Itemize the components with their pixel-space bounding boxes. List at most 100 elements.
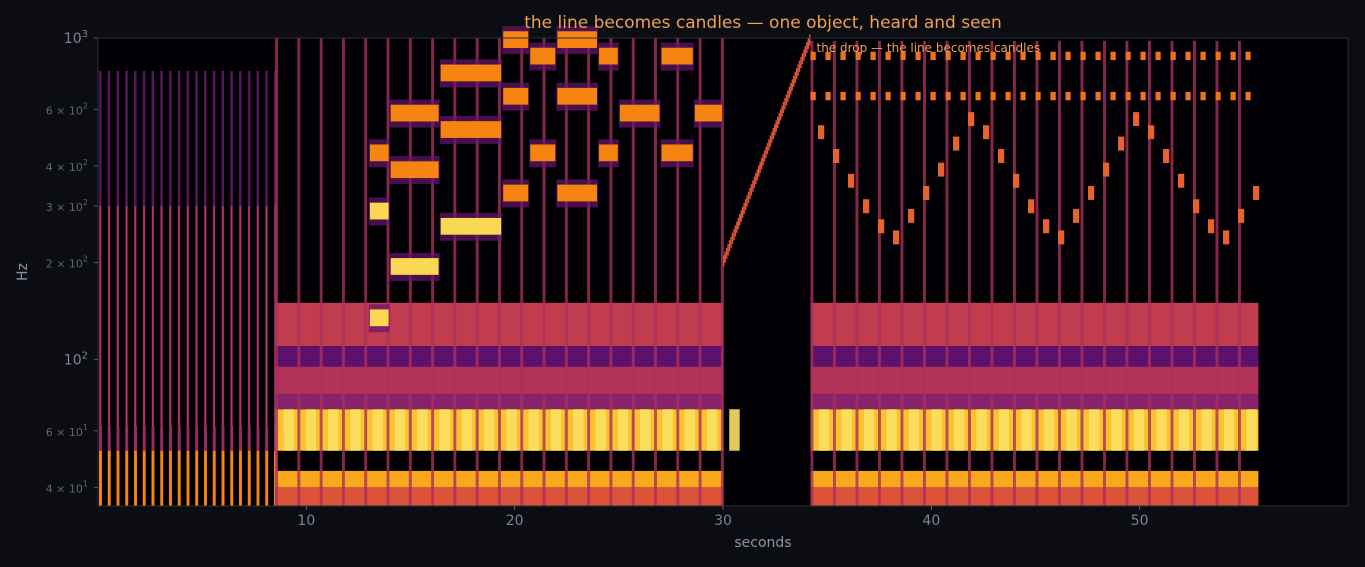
pulse-mid xyxy=(169,426,172,451)
bass-band-low xyxy=(810,487,1259,506)
y-tick-label: 6 × 102 xyxy=(46,101,88,117)
pulse-mid xyxy=(221,426,225,451)
candle-mark xyxy=(1245,51,1251,61)
candle-mark xyxy=(855,51,861,61)
candle-cascade xyxy=(953,136,960,151)
beat-column xyxy=(386,38,390,506)
candle-mark xyxy=(810,51,816,61)
pulse-mid xyxy=(160,426,164,451)
pulse-low xyxy=(151,450,155,506)
pulse-mid xyxy=(151,426,155,451)
melody-note xyxy=(390,161,439,179)
candle-mark xyxy=(1140,51,1146,61)
candle-mark xyxy=(825,51,831,61)
pulse-core xyxy=(256,206,259,506)
candle-cascade xyxy=(878,219,885,234)
candle-mark xyxy=(870,91,876,101)
beat-shade xyxy=(953,409,965,451)
pulse-core xyxy=(195,206,198,506)
sweep-segment xyxy=(746,195,748,207)
y-axis-ticks: 4 × 101 6 × 101 102 2 × 102 3 × 102 4 × 102 6 … xyxy=(46,29,98,495)
pulse-low xyxy=(247,450,251,506)
pulse-mid xyxy=(230,426,234,451)
sweep-segment xyxy=(731,232,734,245)
melody-note xyxy=(503,184,529,202)
beat-column xyxy=(542,38,546,506)
melody-note xyxy=(440,217,502,235)
beat-column xyxy=(698,38,702,506)
melody-note xyxy=(440,64,502,82)
beat-column xyxy=(833,40,836,506)
beat-shade xyxy=(506,409,517,451)
candle-mark xyxy=(945,51,951,61)
x-tick-label: 40 xyxy=(922,513,940,529)
candle-mark xyxy=(885,91,891,101)
y-tick-label: 4 × 101 xyxy=(46,479,88,495)
beat-column xyxy=(1080,40,1084,506)
plot-area xyxy=(97,26,1349,507)
sweep-segment xyxy=(758,165,760,177)
pulse-core xyxy=(248,206,250,506)
sweep-segment xyxy=(788,86,791,98)
chart-title: the line becomes candles — one object, h… xyxy=(524,13,1002,33)
sweep-segment xyxy=(801,53,804,65)
sweep-segment xyxy=(765,146,767,158)
melody-note xyxy=(390,258,439,275)
pulse-core xyxy=(116,206,119,506)
sweep-segment xyxy=(806,41,808,54)
beat-column xyxy=(341,38,345,506)
candle-mark xyxy=(990,91,996,101)
candle-mark xyxy=(915,91,921,101)
candle-cascade xyxy=(1148,125,1155,140)
x-axis-label: seconds xyxy=(734,535,791,551)
beat-shade xyxy=(1246,409,1257,451)
beat-column xyxy=(676,38,680,506)
melody-note xyxy=(557,87,597,105)
candle-mark xyxy=(885,51,891,61)
candle-mark xyxy=(990,51,996,61)
beat-shade xyxy=(662,409,673,451)
pulse-core xyxy=(186,206,189,506)
pulse-core xyxy=(125,206,128,506)
beat-shade xyxy=(931,409,942,451)
candle-mark xyxy=(1020,91,1026,101)
beat-shade xyxy=(394,409,406,451)
beat-shade xyxy=(305,409,317,451)
sweep-segment xyxy=(768,139,770,151)
candle-mark xyxy=(1035,51,1041,61)
beat-shade xyxy=(1111,409,1122,451)
sweep-segment xyxy=(771,131,773,143)
candle-cascade xyxy=(863,199,870,214)
melody-note xyxy=(503,87,529,105)
candle-cascade xyxy=(1208,219,1215,234)
sweep-segment xyxy=(797,64,799,76)
beat-shade xyxy=(863,409,875,451)
sweep-segment xyxy=(743,202,745,215)
candle-mark xyxy=(1095,51,1101,61)
candle-mark xyxy=(1230,51,1236,61)
y-tick-label: 103 xyxy=(64,29,88,47)
bass-band xyxy=(810,470,1259,488)
beat-shade xyxy=(350,409,361,451)
beat-shade xyxy=(1223,409,1235,451)
beat-shade xyxy=(372,409,383,451)
candle-cascade xyxy=(1253,185,1260,200)
beat-column xyxy=(968,40,971,506)
melody-note xyxy=(557,31,597,49)
candle-mark xyxy=(825,91,831,101)
candle-mark xyxy=(930,51,936,61)
pulse-mid xyxy=(116,426,120,451)
pulse-low xyxy=(169,450,172,506)
melody-note xyxy=(369,144,389,162)
melody-note xyxy=(557,184,597,202)
sweep-segment xyxy=(809,34,811,46)
beat-column xyxy=(1035,40,1039,506)
beat-shade xyxy=(640,409,651,451)
sweep-segment xyxy=(759,161,761,173)
candle-cascade xyxy=(998,149,1005,163)
x-tick-label: 10 xyxy=(297,513,315,529)
sweep-segment xyxy=(794,71,796,84)
sweep-segment xyxy=(755,172,757,185)
melody-note xyxy=(599,47,618,65)
melody-note xyxy=(390,104,439,122)
